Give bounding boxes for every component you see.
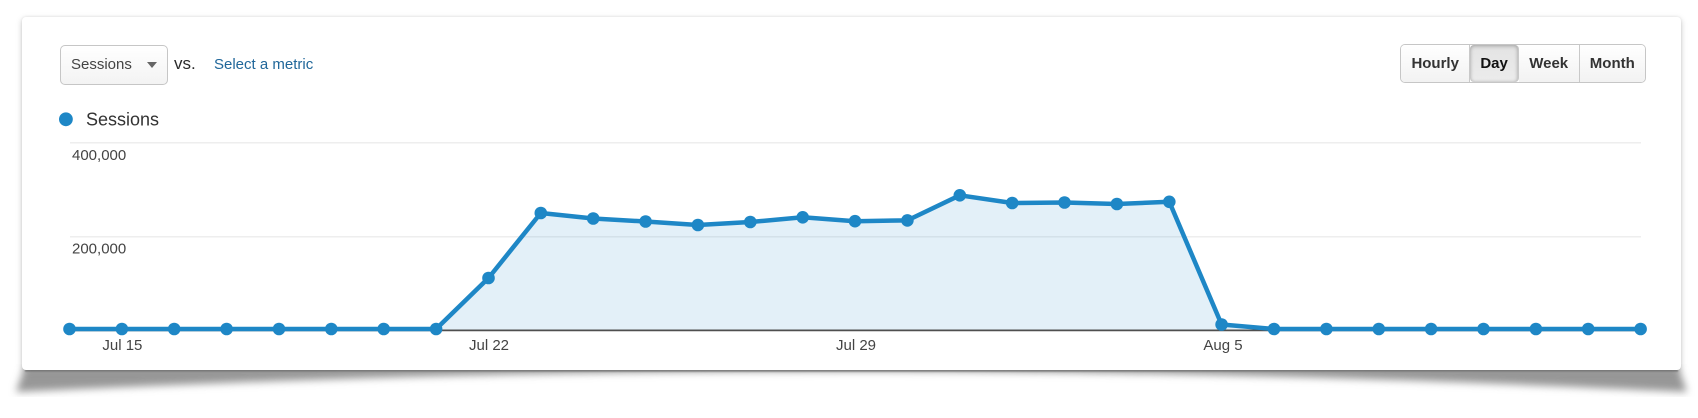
svg-text:Aug 5: Aug 5 bbox=[1203, 337, 1242, 354]
svg-text:Sessions: Sessions bbox=[86, 110, 159, 130]
svg-text:Jul 29: Jul 29 bbox=[836, 337, 876, 354]
svg-text:400,000: 400,000 bbox=[72, 147, 126, 164]
svg-text:Jul 15: Jul 15 bbox=[102, 337, 142, 354]
svg-text:200,000: 200,000 bbox=[72, 240, 126, 257]
svg-text:Jul 22: Jul 22 bbox=[469, 337, 509, 354]
